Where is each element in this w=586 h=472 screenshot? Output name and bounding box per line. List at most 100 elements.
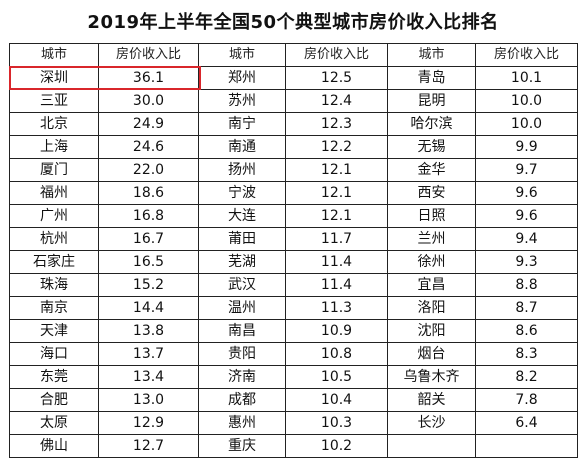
table-row: 厦门 22.0 扬州 12.1 金华 9.7	[9, 158, 578, 182]
city-cell: 徐州	[387, 250, 476, 274]
ratio-cell: 13.4	[98, 365, 199, 389]
ratio-cell: 8.2	[475, 365, 578, 389]
city-cell: 宜昌	[387, 273, 476, 297]
table-row: 广州 16.8 大连 12.1 日照 9.6	[9, 204, 578, 228]
ratio-cell: 10.0	[475, 112, 578, 136]
ratio-cell: 22.0	[98, 158, 199, 182]
city-cell: 无锡	[387, 135, 476, 159]
ratio-cell: 9.3	[475, 250, 578, 274]
city-cell: 西安	[387, 181, 476, 205]
ratio-cell: 10.4	[285, 388, 388, 412]
ratio-cell: 10.0	[475, 89, 578, 113]
city-cell: 佛山	[9, 434, 99, 458]
table-row: 南京 14.4 温州 11.3 洛阳 8.7	[9, 296, 578, 320]
city-cell: 上海	[9, 135, 99, 159]
city-cell: 宁波	[198, 181, 286, 205]
ratio-cell: 8.6	[475, 319, 578, 343]
ratio-cell: 7.8	[475, 388, 578, 412]
city-cell: 芜湖	[198, 250, 286, 274]
ratio-cell	[475, 434, 578, 458]
page-title: 2019年上半年全国50个典型城市房价收入比排名	[87, 12, 499, 33]
city-cell: 厦门	[9, 158, 99, 182]
city-cell: 武汉	[198, 273, 286, 297]
city-cell: 杭州	[9, 227, 99, 251]
ratio-cell: 10.1	[475, 66, 578, 90]
header-city-1: 城市	[9, 43, 99, 67]
city-cell: 东莞	[9, 365, 99, 389]
city-cell: 兰州	[387, 227, 476, 251]
table-row: 福州 18.6 宁波 12.1 西安 9.6	[9, 181, 578, 205]
ratio-cell: 8.3	[475, 342, 578, 366]
table-row: 合肥 13.0 成都 10.4 韶关 7.8	[9, 388, 578, 412]
city-cell: 成都	[198, 388, 286, 412]
city-cell: 贵阳	[198, 342, 286, 366]
ratio-cell: 12.3	[285, 112, 388, 136]
ratio-cell: 6.4	[475, 411, 578, 435]
city-cell: 深圳	[9, 66, 99, 90]
table-row: 太原 12.9 惠州 10.3 长沙 6.4	[9, 411, 578, 435]
table-row: 北京 24.9 南宁 12.3 哈尔滨 10.0	[9, 112, 578, 136]
city-cell: 乌鲁木齐	[387, 365, 476, 389]
ratio-cell: 9.9	[475, 135, 578, 159]
city-cell: 济南	[198, 365, 286, 389]
city-cell: 莆田	[198, 227, 286, 251]
ratio-cell: 12.7	[98, 434, 199, 458]
city-cell: 珠海	[9, 273, 99, 297]
ratio-cell: 9.6	[475, 181, 578, 205]
city-cell: 北京	[9, 112, 99, 136]
city-cell: 青岛	[387, 66, 476, 90]
city-cell: 太原	[9, 411, 99, 435]
ratio-cell: 10.9	[285, 319, 388, 343]
ratio-cell: 9.6	[475, 204, 578, 228]
table-row: 石家庄 16.5 芜湖 11.4 徐州 9.3	[9, 250, 578, 274]
ratio-cell: 10.3	[285, 411, 388, 435]
table-body: 深圳 36.1 郑州 12.5 青岛 10.1 三亚 30.0 苏州 12.4 昆明 10.0 北京 24…	[9, 66, 578, 458]
city-cell	[387, 434, 476, 458]
ratio-cell: 10.5	[285, 365, 388, 389]
table-row: 上海 24.6 南通 12.2 无锡 9.9	[9, 135, 578, 159]
ratio-cell: 13.0	[98, 388, 199, 412]
city-cell: 金华	[387, 158, 476, 182]
ratio-cell: 12.4	[285, 89, 388, 113]
table-row: 天津 13.8 南昌 10.9 沈阳 8.6	[9, 319, 578, 343]
ratio-cell: 9.4	[475, 227, 578, 251]
ratio-cell: 12.2	[285, 135, 388, 159]
ratio-cell: 8.8	[475, 273, 578, 297]
city-cell: 重庆	[198, 434, 286, 458]
ratio-cell: 11.3	[285, 296, 388, 320]
city-cell: 长沙	[387, 411, 476, 435]
header-city-3: 城市	[387, 43, 476, 67]
city-cell: 天津	[9, 319, 99, 343]
city-cell: 洛阳	[387, 296, 476, 320]
city-cell: 广州	[9, 204, 99, 228]
ratio-cell: 24.9	[98, 112, 199, 136]
ratio-cell: 12.1	[285, 158, 388, 182]
table-header-row: 城市 房价收入比 城市 房价收入比 城市 房价收入比	[9, 43, 578, 67]
header-ratio-2: 房价收入比	[285, 43, 388, 67]
ratio-cell: 36.1	[98, 66, 199, 90]
city-cell: 哈尔滨	[387, 112, 476, 136]
ratio-cell: 18.6	[98, 181, 199, 205]
ratio-cell: 24.6	[98, 135, 199, 159]
ranking-table: 城市 房价收入比 城市 房价收入比 城市 房价收入比 深圳 36.1 郑州 12.5 青…	[9, 43, 578, 458]
ratio-cell: 12.1	[285, 204, 388, 228]
city-cell: 沈阳	[387, 319, 476, 343]
city-cell: 郑州	[198, 66, 286, 90]
ratio-cell: 11.4	[285, 273, 388, 297]
city-cell: 扬州	[198, 158, 286, 182]
ratio-cell: 16.7	[98, 227, 199, 251]
ratio-cell: 11.4	[285, 250, 388, 274]
ratio-cell: 10.2	[285, 434, 388, 458]
ratio-cell: 12.5	[285, 66, 388, 90]
ratio-cell: 14.4	[98, 296, 199, 320]
city-cell: 合肥	[9, 388, 99, 412]
ratio-cell: 13.7	[98, 342, 199, 366]
city-cell: 南通	[198, 135, 286, 159]
table-row: 东莞 13.4 济南 10.5 乌鲁木齐 8.2	[9, 365, 578, 389]
table-row: 杭州 16.7 莆田 11.7 兰州 9.4	[9, 227, 578, 251]
ratio-cell: 9.7	[475, 158, 578, 182]
ratio-cell: 15.2	[98, 273, 199, 297]
ratio-cell: 30.0	[98, 89, 199, 113]
ratio-cell: 11.7	[285, 227, 388, 251]
city-cell: 温州	[198, 296, 286, 320]
